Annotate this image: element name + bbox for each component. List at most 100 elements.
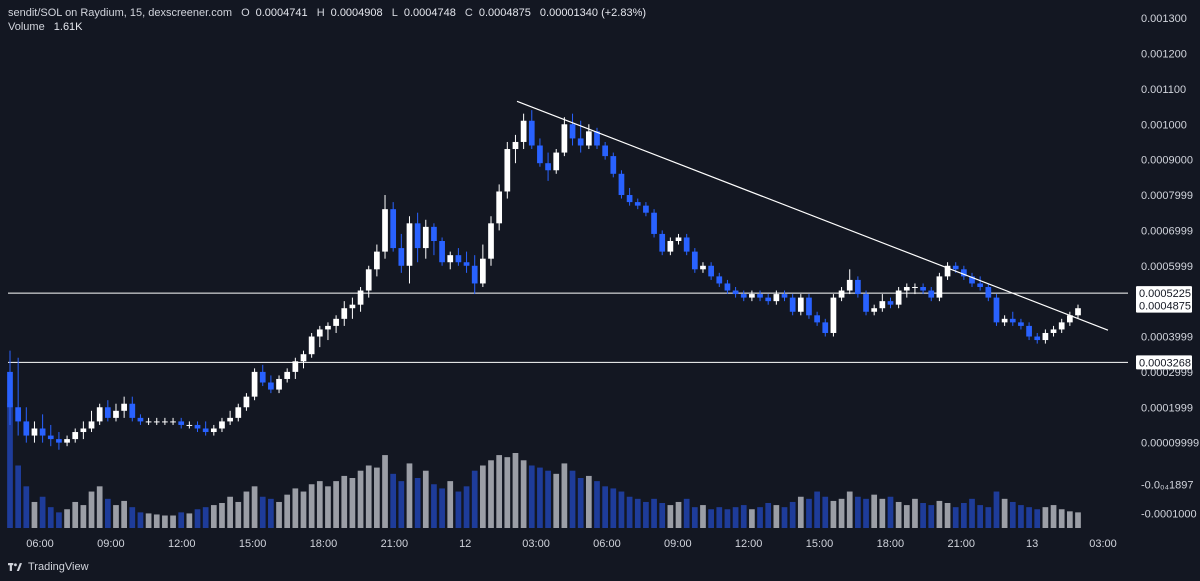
volume-bar [23, 486, 30, 528]
volume-bar [382, 455, 388, 528]
volume-bar [855, 496, 861, 528]
candle-body [121, 403, 127, 411]
volume-bar [463, 486, 470, 528]
candle-body [928, 290, 935, 298]
volume-bar [683, 498, 690, 528]
volume-bar [471, 470, 478, 528]
candle-body [732, 290, 739, 295]
candle-body [1026, 325, 1032, 337]
candle-body [871, 308, 878, 312]
candle-body [651, 212, 657, 234]
volume-bar [439, 488, 445, 528]
volume-bar [284, 494, 291, 528]
volume-bar [691, 507, 698, 528]
volume-bar [88, 491, 95, 528]
candle-body [838, 290, 845, 298]
candle-body [993, 297, 1000, 323]
candle-body [72, 432, 79, 440]
price-label-text: 0.0005225 [1139, 288, 1191, 300]
volume-bar [961, 503, 967, 528]
candle-body [806, 297, 812, 316]
volume-bar [585, 475, 592, 528]
volume-bar [871, 494, 878, 528]
volume-bar [292, 488, 299, 528]
volume-bar [365, 465, 372, 528]
volume-bar [80, 505, 87, 528]
volume-bar [610, 488, 617, 528]
candle-body [781, 294, 788, 298]
candle-body [162, 421, 168, 423]
candle-body [406, 223, 413, 266]
time-tick-label: 12 [459, 538, 471, 550]
trendline [516, 100, 1109, 331]
volume-bar [480, 465, 486, 528]
time-tick-label: 12:00 [168, 538, 196, 550]
time-tick-label: 15:00 [239, 538, 267, 550]
volume-bar [162, 515, 168, 528]
symbol-title[interactable]: sendit/SOL on Raydium, 15, dexscreener.c… [8, 7, 232, 19]
low-label: L [391, 7, 398, 19]
time-tick-label: 03:00 [1089, 538, 1117, 550]
candle-body [1066, 315, 1073, 323]
candle-body [333, 318, 339, 326]
time-tick-label: 09:00 [664, 538, 692, 550]
candle-body [414, 223, 421, 249]
volume-bar [488, 460, 494, 528]
volume-bar [895, 501, 902, 528]
candle-body [814, 315, 820, 323]
volume-bar [447, 481, 454, 528]
volume-bar [838, 498, 845, 528]
volume-bar [219, 503, 225, 528]
candle-body [724, 283, 731, 291]
candle-body [1042, 332, 1049, 341]
price-tick-label: 0.0001999 [1141, 402, 1193, 414]
candle-body [553, 152, 560, 171]
price-label-text: 0.0004875 [1139, 301, 1191, 313]
candle-body [1075, 308, 1081, 316]
volume-bar [912, 498, 918, 528]
candle-body [740, 294, 747, 298]
footer-brand[interactable]: TradingView [8, 561, 89, 573]
volume-bar [659, 503, 666, 528]
candle-body [439, 241, 445, 263]
volume-bar [643, 501, 649, 528]
close-value: 0.0004875 [478, 7, 531, 19]
volume-bar [251, 486, 258, 528]
candle-body [675, 237, 682, 242]
candle-body [667, 241, 674, 252]
candle-body [480, 258, 486, 284]
candle-body [276, 378, 282, 390]
volume-bar [129, 507, 136, 528]
volume-bar [406, 463, 413, 528]
ohlc-low: L 0.0004748 [392, 7, 456, 19]
volume-bar [496, 455, 503, 528]
candle-body [545, 163, 551, 171]
volume-bar [822, 496, 829, 528]
volume-bar [797, 496, 804, 528]
high-value: 0.0004908 [330, 7, 383, 19]
candle-body [316, 329, 323, 337]
candle-body [488, 223, 494, 259]
volume-bar [316, 481, 323, 528]
volume-bar [374, 467, 380, 528]
volume-bar [520, 460, 527, 528]
candle-body [243, 396, 250, 408]
candle-body [969, 276, 975, 284]
volume-bar [235, 501, 242, 528]
time-tick-label: 18:00 [310, 538, 338, 550]
volume-bar [56, 512, 62, 528]
candle-body [952, 265, 959, 270]
time-tick-label: 09:00 [97, 538, 125, 550]
volume-bar [145, 513, 152, 528]
candle-body [463, 262, 470, 266]
price-tick-label: 0.0009000 [1141, 155, 1193, 167]
candle-body [985, 286, 992, 298]
candle-body [708, 265, 714, 277]
volume-bar [390, 473, 397, 528]
volume-bar [178, 512, 185, 528]
candle-body [455, 255, 462, 263]
price-tick-label: 0.0005999 [1141, 261, 1193, 273]
candle-body [863, 294, 869, 312]
